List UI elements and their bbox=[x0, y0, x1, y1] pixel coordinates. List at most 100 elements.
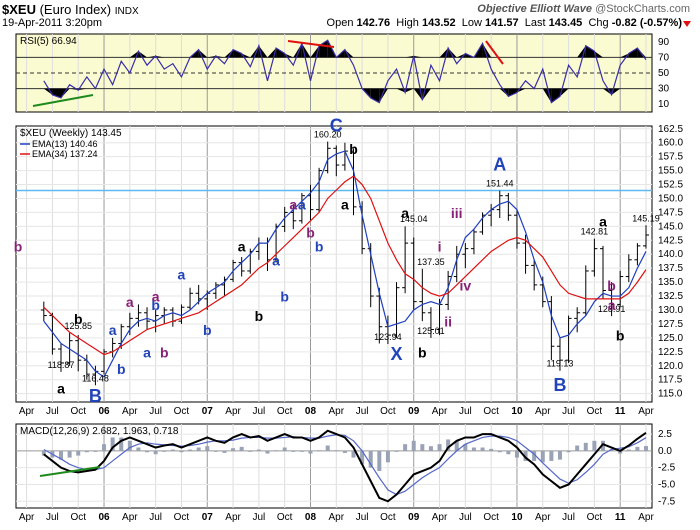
x-tick-label: Apr bbox=[432, 512, 448, 523]
price-value-label: 118.87 bbox=[48, 360, 75, 370]
chart-title: $XEU (Euro Index) INDX bbox=[2, 2, 139, 17]
price-y-tick-label: 125.0 bbox=[658, 333, 683, 344]
x-tick-label: Oct bbox=[483, 406, 499, 417]
rsi-y-tick-label: 30 bbox=[658, 84, 670, 95]
x-tick-label: Jul bbox=[46, 512, 59, 523]
macd-histogram-bar bbox=[239, 446, 244, 451]
wave-label: b bbox=[255, 308, 264, 324]
rsi-title: RSI(5) 66.94 bbox=[20, 36, 77, 47]
macd-histogram-bar bbox=[282, 447, 287, 451]
brand-text: @StockCharts.com bbox=[595, 3, 690, 15]
macd-histogram-bar bbox=[93, 450, 98, 452]
macd-histogram-bar bbox=[514, 450, 519, 458]
x-tick-label: Oct bbox=[587, 406, 603, 417]
rsi-overbought-fill bbox=[628, 48, 638, 58]
rsi-bearish-divergence-line bbox=[485, 40, 504, 65]
x-tick-label: Apr bbox=[329, 512, 345, 523]
macd-histogram-bar bbox=[317, 450, 322, 452]
x-tick-label: 10 bbox=[511, 406, 523, 417]
macd-histogram-bar bbox=[291, 450, 296, 452]
x-tick-label: Apr bbox=[638, 512, 654, 523]
macd-histogram-bar bbox=[428, 446, 433, 451]
wave-label: b bbox=[306, 225, 315, 241]
macd-histogram-bar bbox=[497, 450, 502, 453]
wave-label: i bbox=[438, 238, 442, 254]
macd-histogram-bar bbox=[557, 450, 562, 460]
macd-histogram-bar bbox=[377, 450, 382, 472]
macd-histogram-bar bbox=[119, 437, 124, 451]
price-value-label: 145.04 bbox=[400, 214, 428, 224]
last-label: Last bbox=[524, 17, 546, 29]
price-y-tick-label: 150.0 bbox=[658, 193, 683, 204]
x-tick-label: Apr bbox=[535, 512, 551, 523]
rsi-overbought-fill bbox=[233, 49, 242, 58]
rsi-overbought-fill bbox=[147, 55, 156, 58]
wave-label: a bbox=[109, 322, 117, 338]
wave-label: b bbox=[203, 322, 212, 338]
macd-histogram-bar bbox=[626, 449, 631, 451]
macd-histogram-bar bbox=[566, 450, 571, 453]
low-label: Low bbox=[461, 17, 482, 29]
wave-label: a bbox=[289, 197, 297, 213]
x-tick-label: Jul bbox=[252, 406, 265, 417]
wave-label: a bbox=[608, 297, 616, 313]
macd-histogram-bar bbox=[480, 447, 485, 451]
macd-histogram-bar bbox=[222, 450, 227, 453]
x-tick-label: Oct bbox=[587, 512, 603, 523]
rsi-oversold-fill bbox=[499, 88, 509, 97]
macd-histogram-bar bbox=[463, 444, 468, 451]
price-value-label: 151.44 bbox=[486, 178, 514, 188]
wave-label: A bbox=[493, 155, 506, 175]
macd-histogram-bar bbox=[446, 439, 451, 451]
wave-label: b bbox=[349, 141, 358, 157]
macd-histogram-bar bbox=[437, 444, 442, 451]
ema13-legend-label: EMA(13) 140.46 bbox=[32, 139, 98, 149]
rsi-overbought-fill bbox=[482, 43, 492, 58]
x-tick-label: 11 bbox=[615, 406, 626, 417]
rsi-overbought-fill bbox=[250, 45, 259, 58]
price-panel-frame bbox=[15, 125, 653, 403]
price-y-tick-label: 160.0 bbox=[658, 138, 683, 149]
macd-histogram-bar bbox=[583, 442, 588, 451]
macd-histogram-bar bbox=[600, 440, 605, 451]
wave-label: b bbox=[280, 289, 289, 305]
macd-histogram-bar bbox=[403, 444, 408, 451]
macd-histogram-bar bbox=[592, 440, 597, 451]
x-tick-label: Jul bbox=[46, 406, 59, 417]
rsi-overbought-fill bbox=[138, 51, 148, 58]
x-tick-label: 06 bbox=[98, 512, 110, 523]
x-tick-label: Apr bbox=[225, 406, 241, 417]
macd-histogram-bar bbox=[394, 450, 399, 452]
macd-histogram-bar bbox=[299, 450, 304, 452]
x-tick-label: Apr bbox=[432, 406, 448, 417]
symbol-label: $XEU bbox=[2, 2, 36, 17]
wave-label: b bbox=[14, 238, 23, 254]
wave-label: a bbox=[341, 197, 349, 213]
macd-y-tick-label: 0.0 bbox=[658, 446, 672, 457]
macd-histogram-bar bbox=[334, 450, 339, 452]
rsi-overbought-fill bbox=[276, 48, 285, 58]
x-tick-label: Jul bbox=[459, 406, 472, 417]
macd-histogram-bar bbox=[420, 444, 425, 451]
rsi-oversold-fill bbox=[405, 88, 414, 93]
x-tick-label: Jul bbox=[459, 512, 472, 523]
price-value-label: 116.48 bbox=[82, 373, 109, 383]
exchange-label: INDX bbox=[114, 6, 139, 17]
watermark-text: Objective Elliott Wave bbox=[477, 3, 593, 15]
macd-histogram-bar bbox=[471, 447, 476, 451]
wave-label: a bbox=[152, 289, 160, 305]
wave-label: b bbox=[315, 238, 324, 254]
x-tick-label: Jul bbox=[149, 406, 162, 417]
wave-label: iii bbox=[451, 205, 463, 221]
price-y-tick-label: 122.5 bbox=[658, 347, 683, 358]
price-value-label: 125.01 bbox=[417, 326, 445, 336]
rsi-line bbox=[43, 39, 647, 104]
x-tick-label: Oct bbox=[70, 406, 86, 417]
wave-label: a bbox=[126, 294, 134, 310]
price-value-label: 123.94 bbox=[374, 332, 402, 342]
x-tick-label: Jul bbox=[252, 512, 265, 523]
macd-histogram-bar bbox=[84, 450, 89, 453]
macd-histogram-bar bbox=[540, 450, 545, 463]
wave-label: B bbox=[553, 375, 566, 395]
x-tick-label: Apr bbox=[122, 512, 138, 523]
